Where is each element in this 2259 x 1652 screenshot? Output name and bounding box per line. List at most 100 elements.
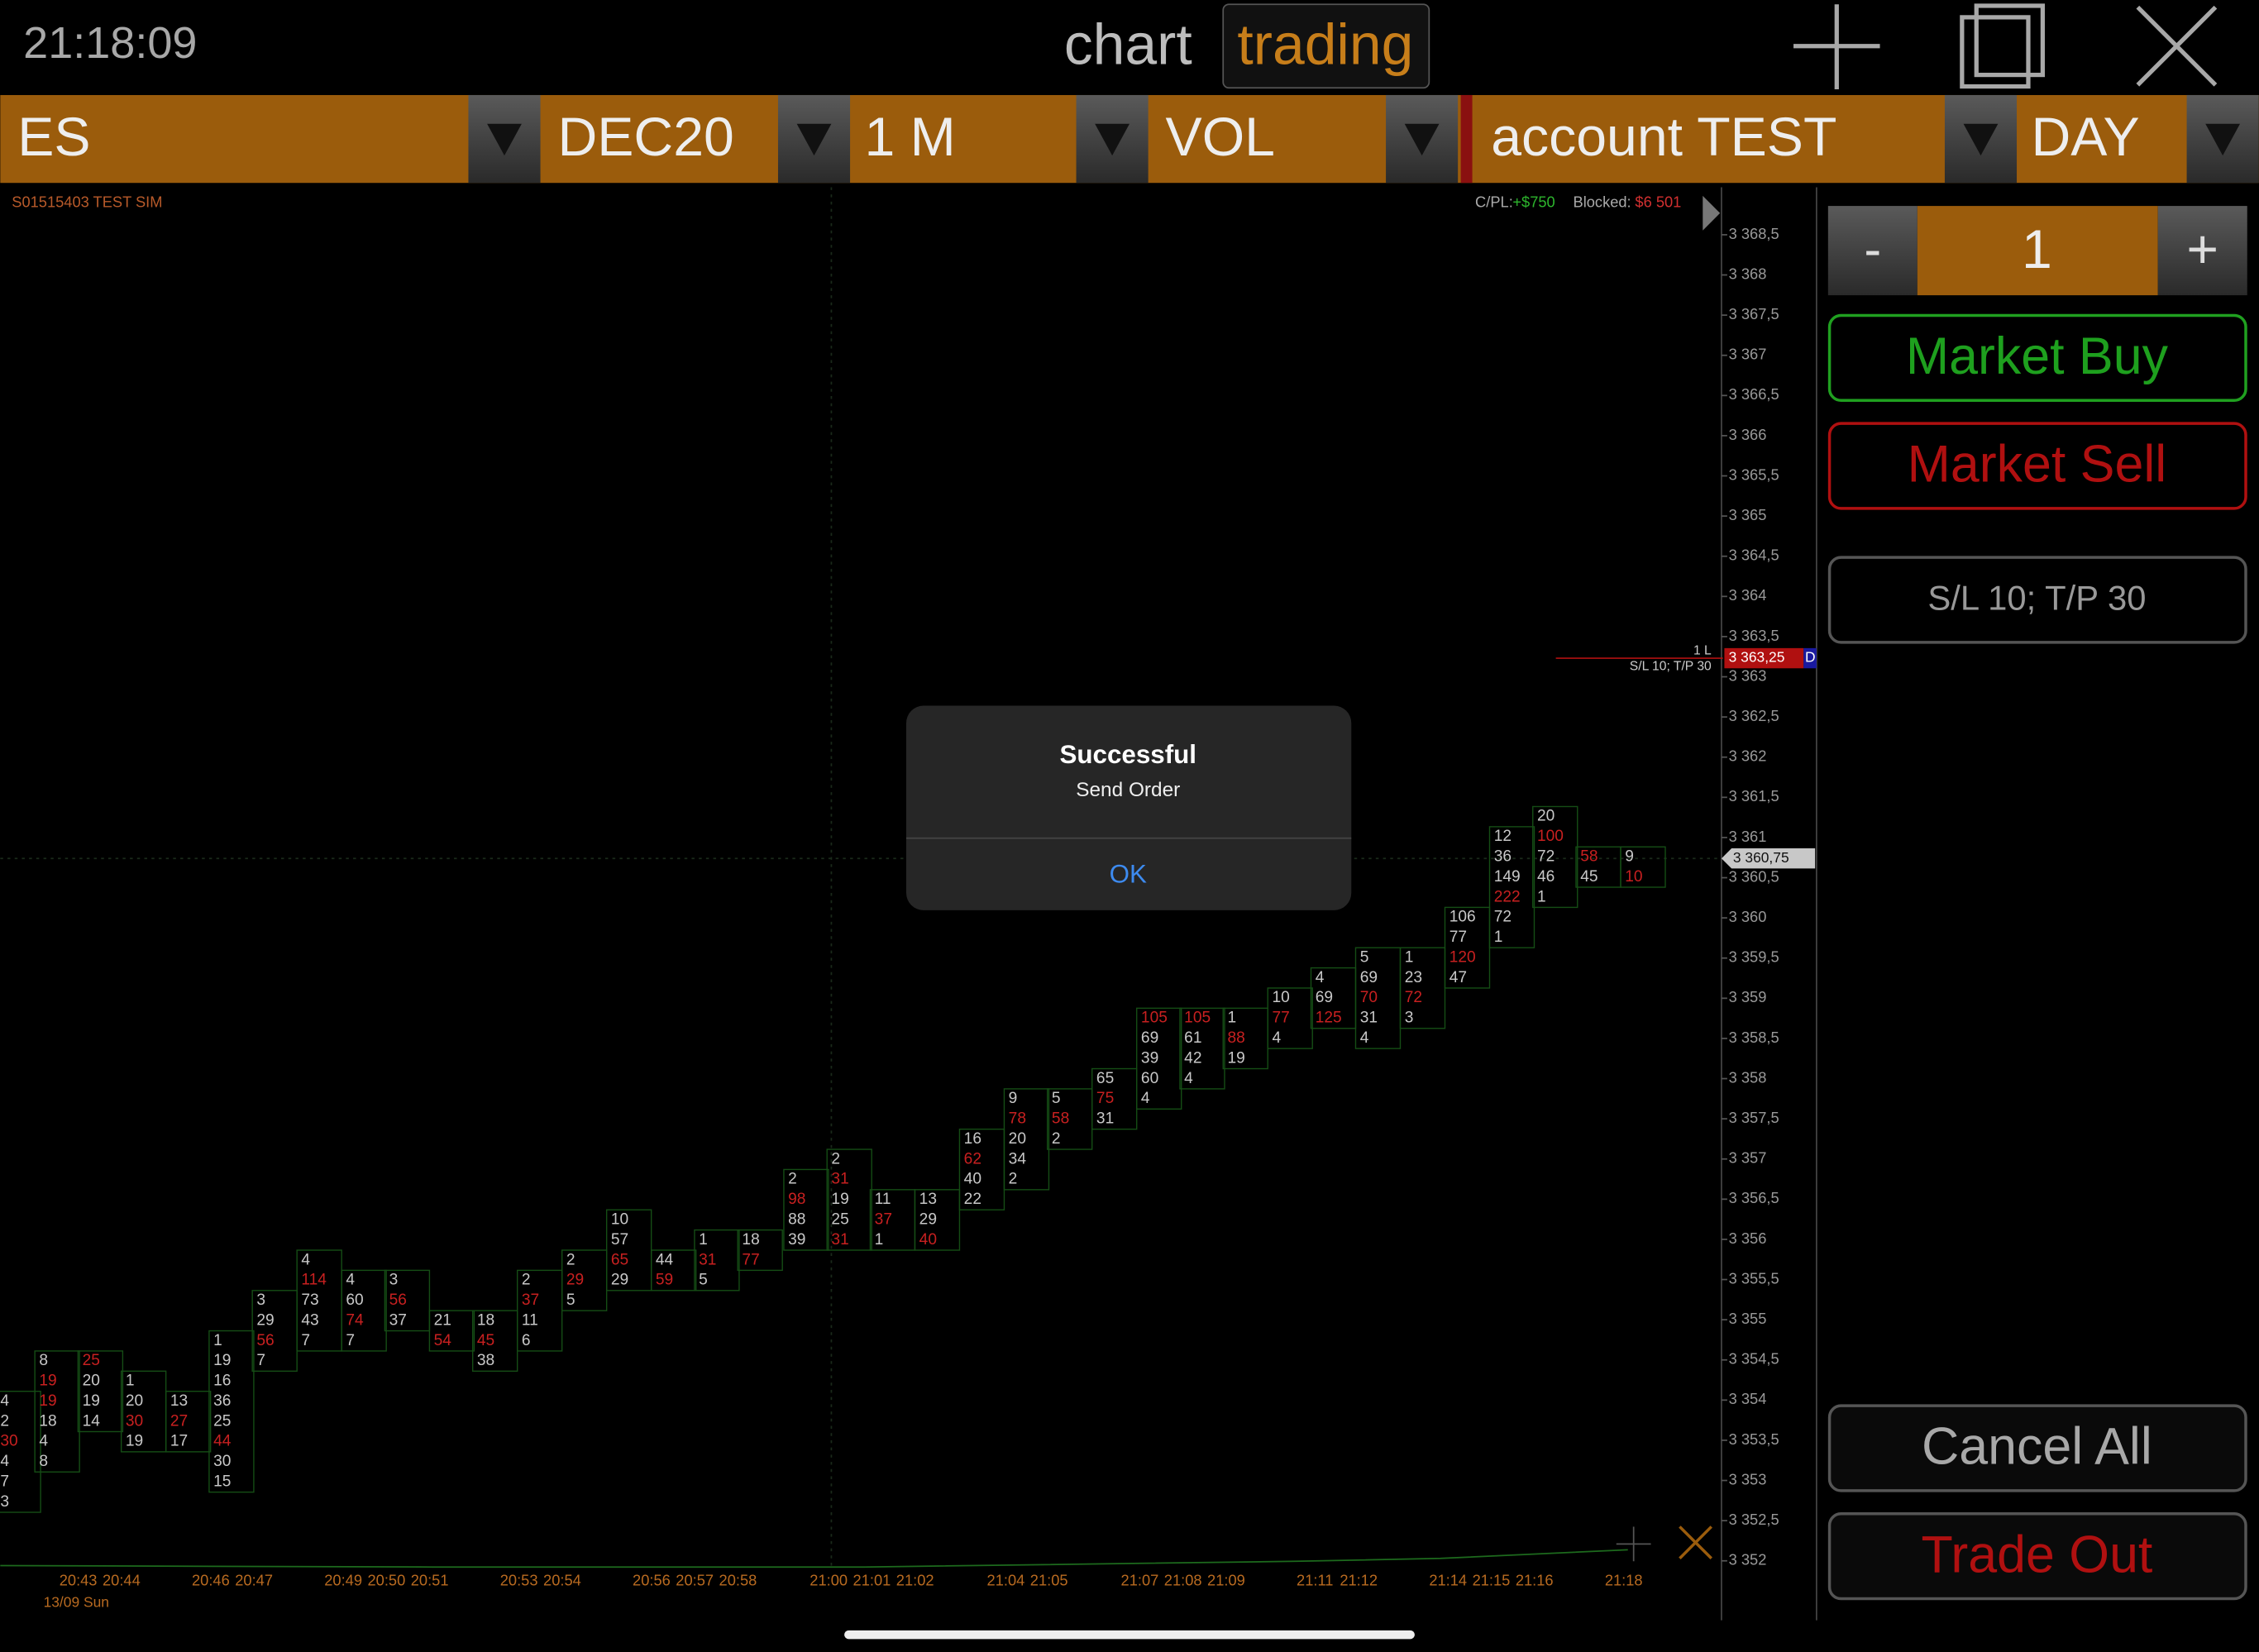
blocked-label: Blocked: xyxy=(1574,193,1631,210)
alert-ok[interactable]: OK xyxy=(1110,859,1147,888)
time-label: 21:02 xyxy=(896,1571,934,1588)
time-label: 21:16 xyxy=(1516,1571,1554,1588)
footprint-cell: 37 xyxy=(522,1292,539,1309)
minus-button[interactable] xyxy=(1827,206,1918,296)
order-tag: D xyxy=(1805,649,1816,666)
dropdown-arrow[interactable] xyxy=(796,123,832,156)
footprint-box xyxy=(428,1310,475,1352)
footprint-cell: 30 xyxy=(0,1433,17,1450)
price-label: 3 363 xyxy=(1729,666,1767,684)
toolbar-field[interactable]: DEC20 xyxy=(557,107,733,168)
time-label: 20:57 xyxy=(676,1571,714,1588)
footprint-cell: 5 xyxy=(1052,1090,1061,1107)
tab-trading[interactable]: trading xyxy=(1237,12,1413,77)
brackets-button[interactable] xyxy=(1827,556,2247,644)
footprint-cell: 34 xyxy=(1009,1150,1027,1167)
footprint-cell: 8 xyxy=(39,1352,48,1369)
price-label: 3 358,5 xyxy=(1729,1029,1779,1046)
order-price-tag xyxy=(1724,647,1804,669)
footprint-cell: 7 xyxy=(301,1332,310,1349)
market-sell-button[interactable] xyxy=(1827,422,2247,510)
time-label: 20:47 xyxy=(235,1571,273,1588)
time-label: 20:43 xyxy=(60,1571,98,1588)
toolbar-field[interactable]: DAY xyxy=(2031,107,2139,168)
footprint-cell: 4 xyxy=(1141,1090,1150,1107)
footprint-cell: 36 xyxy=(1494,848,1512,866)
time-label: 21:12 xyxy=(1340,1571,1378,1588)
cpl-label: C/PL: xyxy=(1475,193,1513,210)
footprint-cell: 3 xyxy=(389,1272,399,1289)
footprint-cell: 10 xyxy=(611,1210,628,1228)
cancel-all-button[interactable] xyxy=(1827,1404,2247,1492)
last-price: 3 360,75 xyxy=(1733,849,1789,866)
scroll-arrow[interactable] xyxy=(1703,195,1721,231)
footprint-cell: 72 xyxy=(1405,989,1422,1006)
footprint-cell: 44 xyxy=(213,1433,232,1450)
trade-out-label: Trade Out xyxy=(1921,1525,2152,1583)
last-price-tag xyxy=(1721,848,1816,869)
price-label: 3 358 xyxy=(1729,1068,1767,1086)
dropdown-arrow[interactable] xyxy=(1404,123,1440,156)
price-label: 3 357 xyxy=(1729,1149,1767,1167)
footprint-box xyxy=(341,1269,387,1352)
price-label: 3 353 xyxy=(1729,1470,1767,1487)
toolbar-field[interactable]: 1 M xyxy=(864,107,955,168)
footprint-cell: 100 xyxy=(1537,828,1564,845)
footprint-box xyxy=(1532,805,1578,909)
footprint-cell: 1 xyxy=(1537,888,1546,905)
order-qty: 1 L xyxy=(1693,643,1712,657)
tab-chart[interactable]: chart xyxy=(1064,12,1192,77)
dropdown-arrow[interactable] xyxy=(487,123,522,156)
footprint-cell: 2 xyxy=(566,1251,575,1268)
plus-button[interactable] xyxy=(2157,206,2247,296)
footprint-cell: 7 xyxy=(346,1332,355,1349)
toolbar-field[interactable]: ES xyxy=(17,107,90,168)
footprint-cell: 105 xyxy=(1141,1010,1168,1027)
price-label: 3 367 xyxy=(1729,346,1767,363)
window-icons[interactable] xyxy=(1793,3,2218,89)
footprint-cell: 30 xyxy=(126,1412,143,1430)
footprint-cell: 43 xyxy=(301,1311,318,1329)
footprint-cell: 74 xyxy=(346,1311,364,1329)
footprint-cell: 9 xyxy=(1625,848,1634,866)
quantity-field[interactable] xyxy=(1917,206,2158,296)
footprint-cell: 45 xyxy=(1580,868,1598,886)
order-tag-box xyxy=(1803,647,1817,669)
footprint-box xyxy=(165,1391,212,1453)
footprint-cell: 31 xyxy=(831,1231,848,1249)
date-label: 13/09 Sun xyxy=(44,1593,109,1610)
footprint-cell: 18 xyxy=(742,1231,759,1249)
footprint-cell: 29 xyxy=(919,1210,937,1228)
time-label: 20:51 xyxy=(411,1571,449,1588)
chart-tools[interactable] xyxy=(1616,1526,1651,1562)
footprint-box xyxy=(1488,826,1535,948)
time-label: 21:05 xyxy=(1030,1571,1068,1588)
footprint-box xyxy=(208,1330,255,1493)
footprint-cell: 39 xyxy=(1141,1049,1158,1067)
footprint-cell: 10 xyxy=(1272,989,1289,1006)
footprint-cell: 16 xyxy=(964,1130,981,1148)
footprint-cell: 2 xyxy=(1009,1171,1018,1188)
footprint-cell: 31 xyxy=(1096,1110,1114,1128)
brackets-label: S/L 10; T/P 30 xyxy=(1927,578,2146,617)
dropdown-arrow[interactable] xyxy=(2205,123,2241,156)
dropdown-arrow[interactable] xyxy=(1095,123,1130,156)
footprint-cell: 88 xyxy=(788,1210,805,1228)
toolbar-field[interactable]: account TEST xyxy=(1491,107,1836,168)
footprint-cell: 19 xyxy=(39,1373,56,1390)
footprint-cell: 58 xyxy=(1052,1110,1069,1128)
footprint-cell: 4 xyxy=(346,1272,355,1289)
time-label: 21:08 xyxy=(1164,1571,1202,1588)
price-label: 3 359 xyxy=(1729,988,1767,1005)
trade-out-button[interactable] xyxy=(1827,1512,2247,1601)
footprint-cell: 4 xyxy=(1184,1070,1193,1087)
market-buy-button[interactable] xyxy=(1827,313,2247,402)
toolbar-field[interactable]: VOL xyxy=(1166,107,1275,168)
time-label: 21:18 xyxy=(1605,1571,1643,1588)
dropdown-arrow[interactable] xyxy=(1963,123,1999,156)
footprint-cell: 19 xyxy=(126,1433,143,1450)
time-label: 20:54 xyxy=(543,1571,581,1588)
order-brackets: S/L 10; T/P 30 xyxy=(1630,660,1712,674)
footprint-cell: 105 xyxy=(1184,1010,1211,1027)
expand-icon[interactable] xyxy=(1679,1525,1712,1560)
